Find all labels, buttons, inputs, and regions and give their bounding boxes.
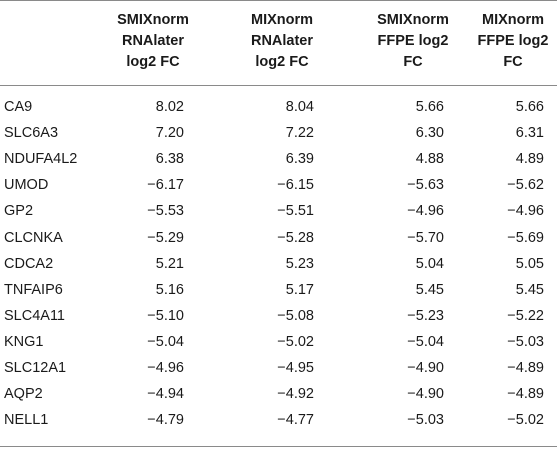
fold-change-value: 5.66: [415, 99, 444, 115]
fold-change-value: 6.30: [415, 125, 444, 142]
fold-change-value: 5.16: [155, 281, 184, 298]
header-mixnorm-ffpe: MIXnorm FFPE log2 FC: [477, 12, 549, 70]
fold-change-value: −5.02: [277, 333, 314, 350]
fold-change-value: −5.03: [407, 412, 444, 429]
fold-change-value: −5.03: [507, 333, 544, 350]
gene-name: NDUFA4L2: [4, 151, 78, 168]
fold-change-value: −4.92: [277, 386, 314, 403]
header-rule: [0, 85, 557, 86]
fold-change-value: 5.45: [415, 281, 444, 298]
fold-change-value: 5.04: [415, 255, 444, 272]
fold-change-value: 6.38: [155, 151, 184, 168]
gene-name: NELL1: [4, 412, 49, 429]
gene-name: SLC6A3: [4, 125, 59, 142]
fold-change-value: −5.63: [407, 177, 444, 194]
fold-change-value: 5.21: [155, 255, 184, 272]
gene-name: SLC12A1: [4, 360, 67, 376]
fold-change-value: −5.04: [147, 333, 184, 350]
fold-change-value: −5.10: [147, 307, 184, 324]
fold-change-value: −4.94: [147, 386, 184, 403]
fold-change-value: −5.02: [507, 412, 544, 429]
fold-change-value: 8.02: [155, 99, 184, 115]
fold-change-value: 6.39: [285, 151, 314, 168]
fold-change-value: −5.22: [507, 307, 544, 324]
fold-change-value: −4.96: [507, 203, 544, 220]
fold-change-value: −5.70: [407, 229, 444, 246]
gene-name: KNG1: [4, 333, 44, 350]
header-smixnorm-rnalater: SMIXnorm RNAlater log2 FC: [117, 12, 189, 70]
fold-change-value: 5.45: [515, 281, 544, 298]
header-smixnorm-ffpe: SMIXnorm FFPE log2 FC: [377, 12, 449, 70]
fold-change-value: −6.15: [277, 177, 314, 194]
fold-change-value: −5.28: [277, 229, 314, 246]
fold-change-value: −4.96: [147, 360, 184, 376]
fold-change-value: −6.17: [147, 177, 184, 194]
fold-change-value: 7.22: [285, 125, 314, 142]
gene-name: CLCNKA: [4, 229, 63, 246]
gene-name: SLC4A11: [4, 307, 65, 324]
header-mixnorm-rnalater: MIXnorm RNAlater log2 FC: [250, 12, 314, 70]
top-rule: [0, 0, 557, 1]
fold-change-value: −5.04: [407, 333, 444, 350]
gene-name: AQP2: [4, 386, 43, 403]
gene-name: CA9: [4, 99, 33, 115]
fold-change-value: 4.89: [515, 151, 544, 168]
fold-change-value: −4.90: [407, 360, 444, 376]
fold-change-value: −4.95: [277, 360, 314, 376]
fold-change-value: −5.69: [507, 229, 544, 246]
fold-change-value: 6.31: [515, 125, 544, 142]
fold-change-value: 8.04: [285, 99, 314, 115]
fold-change-value: −5.29: [147, 229, 184, 246]
fold-change-value: 7.20: [155, 125, 184, 142]
bottom-rule: [0, 446, 557, 447]
fold-change-value: −4.89: [507, 386, 544, 403]
fold-change-value: −5.08: [277, 307, 314, 324]
gene-name: UMOD: [4, 177, 49, 194]
fold-change-value: 5.66: [515, 99, 544, 115]
fold-change-value: −5.53: [147, 203, 184, 220]
fold-change-value: −4.77: [277, 412, 314, 429]
gene-name: GP2: [4, 203, 34, 220]
gene-name: TNFAIP6: [4, 281, 63, 298]
fold-change-value: −4.90: [407, 386, 444, 403]
fold-change-value: 5.17: [285, 281, 314, 298]
fold-change-value: 5.05: [515, 255, 544, 272]
fold-change-value: 5.23: [285, 255, 314, 272]
fold-change-value: −4.89: [507, 360, 544, 376]
gene-name: CDCA2: [4, 255, 54, 272]
fold-change-value: −5.51: [277, 203, 314, 220]
fold-change-value: −5.62: [507, 177, 544, 194]
fold-change-value: −4.79: [147, 412, 184, 429]
fold-change-value: −5.23: [407, 307, 444, 324]
fold-change-value: −4.96: [407, 203, 444, 220]
fold-change-value: 4.88: [415, 151, 444, 168]
